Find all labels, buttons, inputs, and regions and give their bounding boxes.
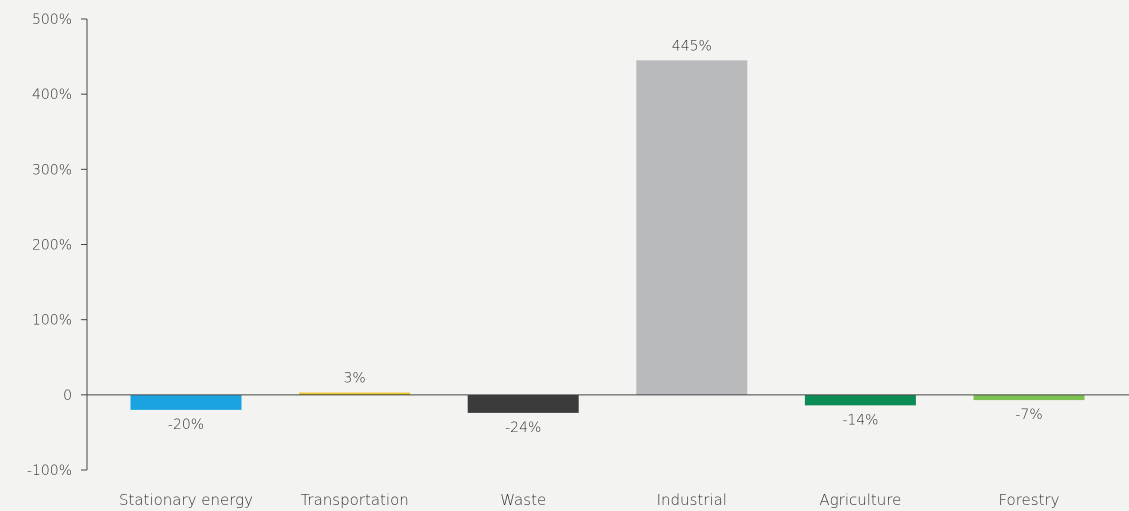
category-label: Transportation [300,491,408,509]
category-label: Industrial [657,491,727,509]
y-tick-label: 400% [32,87,72,103]
data-label: 445% [672,38,712,54]
data-label: 3% [343,371,365,387]
bar-industrial [636,60,748,395]
bars [130,60,1085,413]
y-tick-label: 500% [32,12,72,28]
y-tick-label: 200% [32,238,72,254]
bar-waste [467,394,579,413]
bar-stationary-energy [130,394,242,410]
data-label: -14% [842,412,878,428]
category-label: Forestry [998,491,1059,509]
bar-forestry [973,394,1085,401]
y-tick-label: 100% [32,313,72,329]
data-label: -20% [168,417,204,433]
bar-agriculture [804,394,916,406]
bar-transportation [299,392,411,395]
category-label: Stationary energy [119,491,253,509]
data-label: -24% [505,420,541,436]
category-label: Waste [500,491,546,509]
data-label: -7% [1015,407,1042,423]
y-axis: -100% 0 100% 200% 300% 400% 500% [27,12,88,479]
labels: -20% Stationary energy 3% Transportation -24… [119,38,1060,509]
category-label: Agriculture [819,491,901,509]
y-tick-label: 300% [32,162,72,178]
y-tick-label: -100% [27,463,72,479]
y-tick-label: 0 [63,388,72,404]
